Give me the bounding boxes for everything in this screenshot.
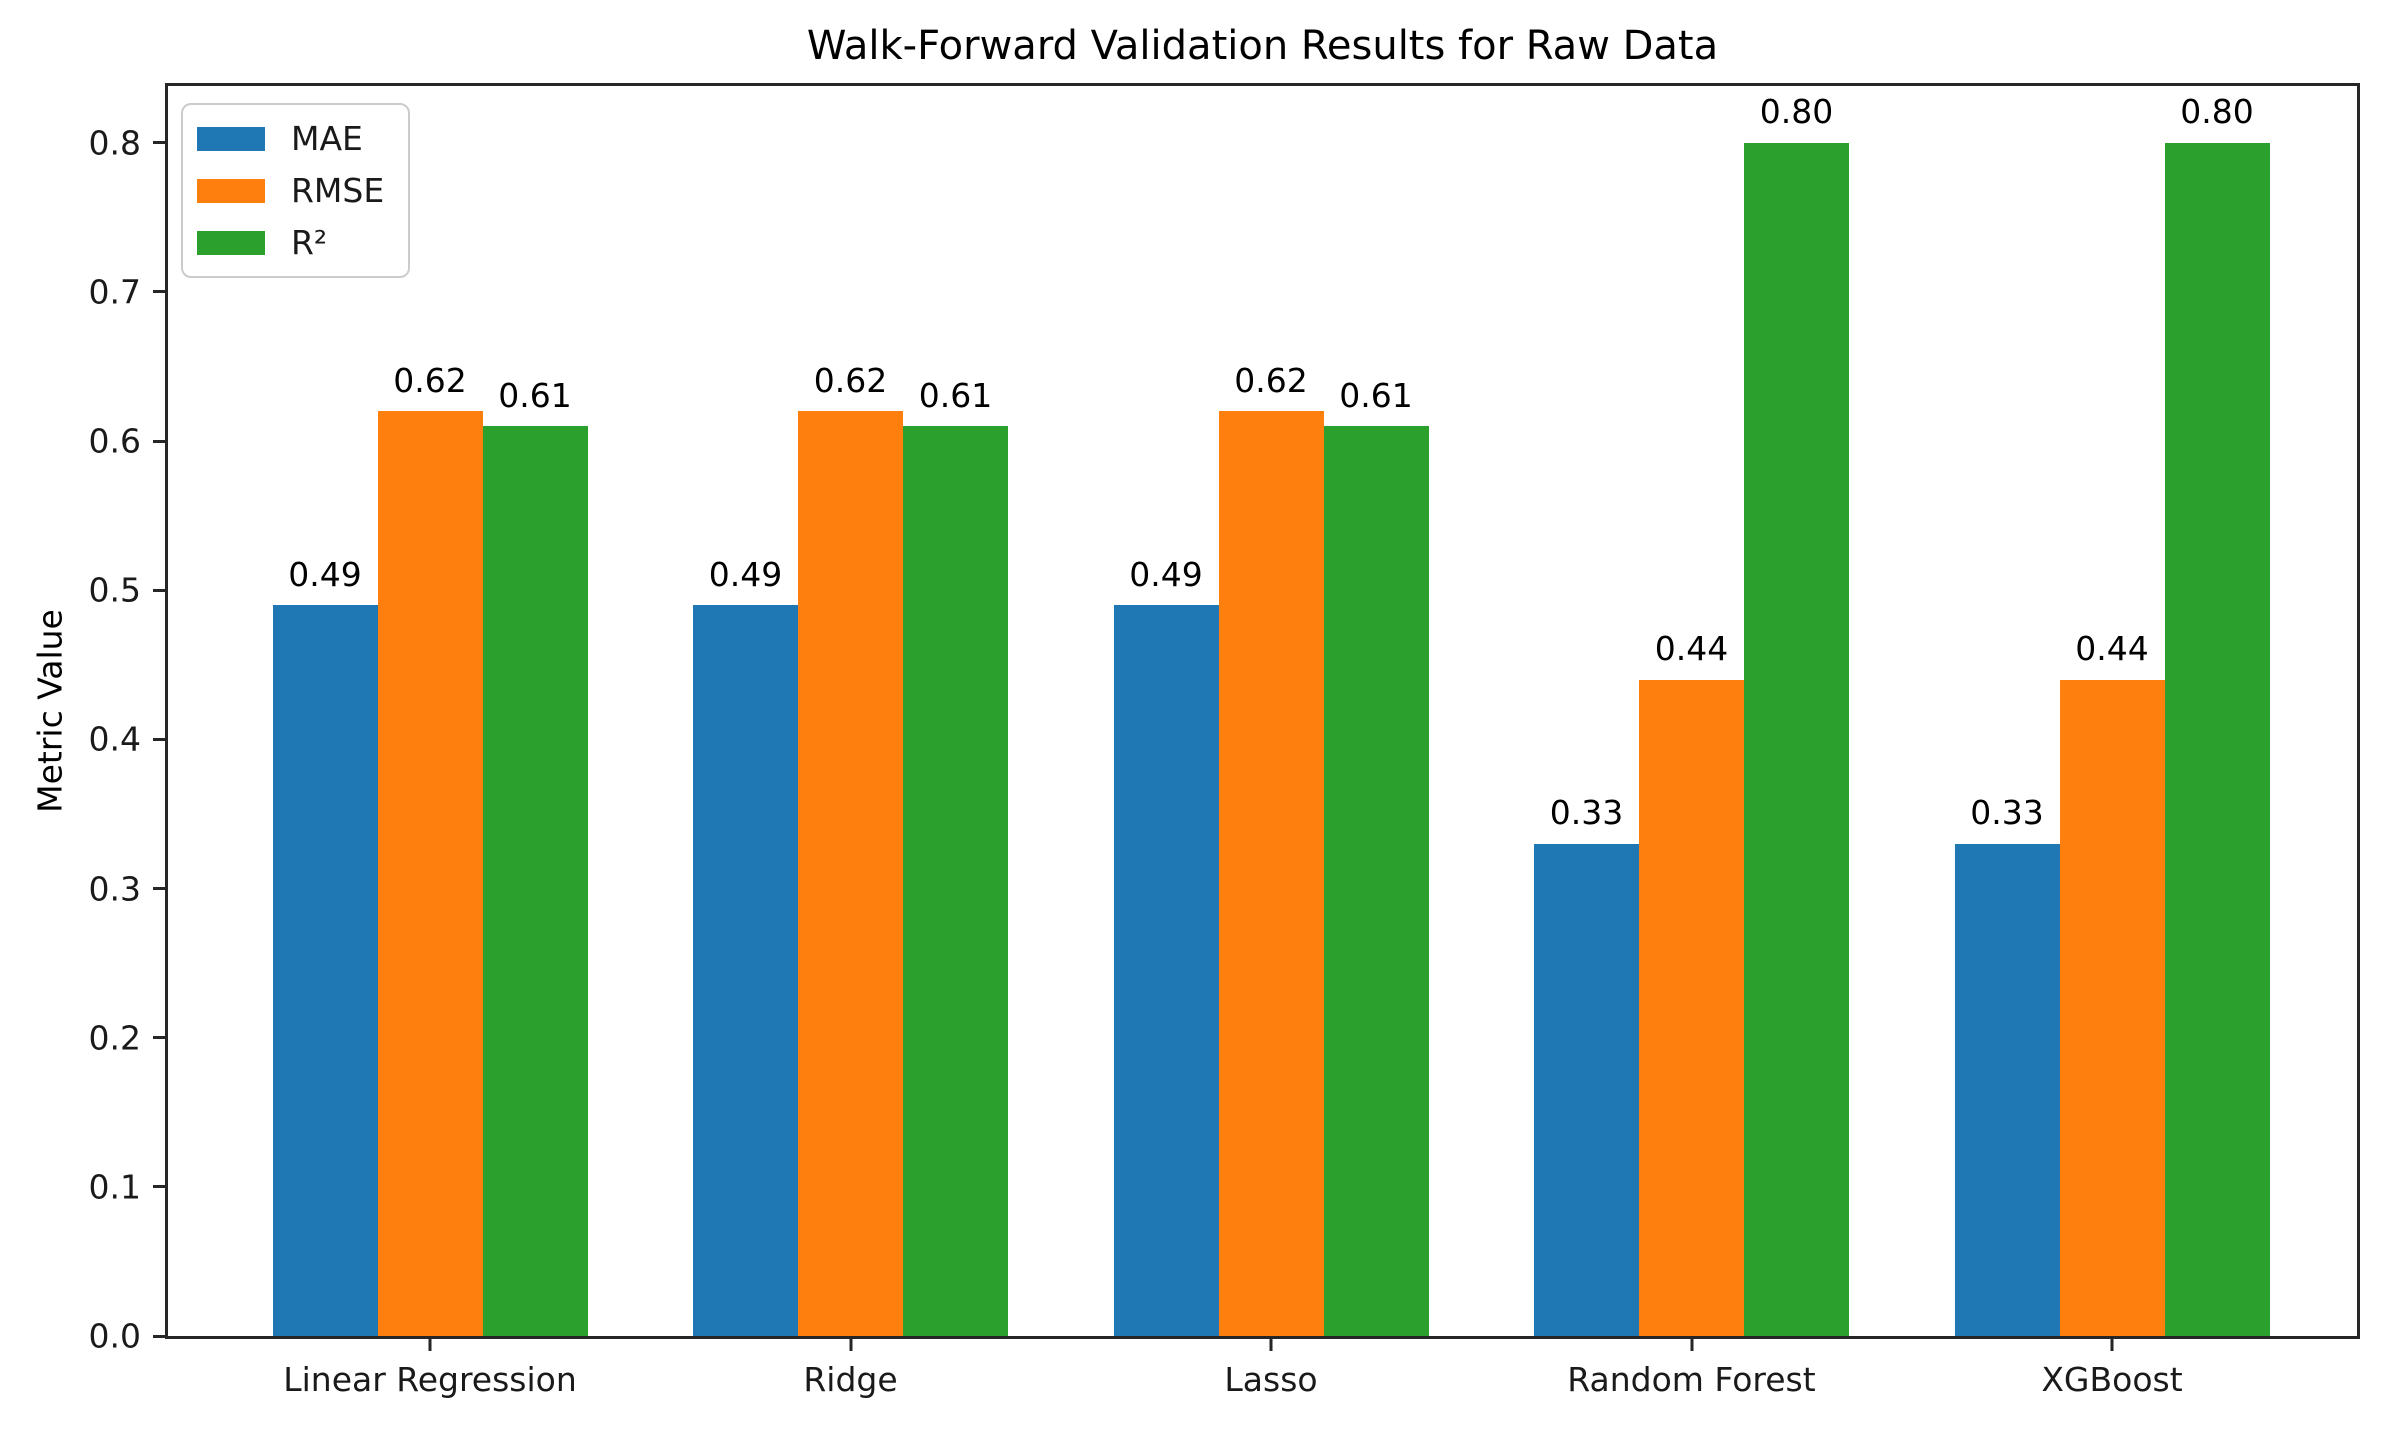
bar-RMSE-Lasso — [1218, 411, 1324, 1336]
bar-value-label: 0.49 — [288, 554, 362, 594]
y-tick-mark — [153, 439, 165, 443]
bar-value-label: 0.61 — [498, 375, 572, 415]
bar-RMSE-XGBoost — [2059, 679, 2165, 1336]
bar-MAE-XGBoost — [1954, 843, 2060, 1336]
y-tick-label: 0.2 — [88, 1018, 141, 1058]
y-tick-mark — [153, 1334, 165, 1338]
y-tick-label: 0.1 — [88, 1167, 141, 1207]
y-tick-label: 0.6 — [88, 421, 141, 461]
bar-value-label: 0.61 — [1339, 375, 1413, 415]
legend-row: R² — [197, 223, 384, 262]
x-tick-label: XGBoost — [2041, 1360, 2183, 1399]
bar-R²-Random Forest — [1744, 142, 1849, 1336]
legend-swatch-RMSE — [197, 178, 265, 203]
legend-row: RMSE — [197, 171, 384, 210]
bar-value-label: 0.33 — [1549, 793, 1624, 833]
x-tick-mark — [428, 1339, 432, 1351]
y-tick-label: 0.8 — [88, 123, 141, 163]
bar-R²-XGBoost — [2164, 142, 2270, 1336]
x-tick-label: Lasso — [1224, 1360, 1318, 1399]
y-tick-label: 0.3 — [88, 869, 141, 908]
bar-MAE-Lasso — [1113, 605, 1219, 1336]
legend-row: MAE — [197, 119, 384, 158]
bar-RMSE-Ridge — [798, 411, 903, 1336]
x-tick-label: Ridge — [803, 1360, 898, 1399]
bar-MAE-Random Forest — [1534, 843, 1639, 1336]
bar-value-label: 0.44 — [2075, 629, 2149, 669]
y-tick-mark — [153, 1185, 165, 1189]
bar-value-label: 0.62 — [393, 360, 467, 400]
y-tick-mark — [153, 887, 165, 890]
y-tick-mark — [153, 588, 165, 592]
bar-MAE-Linear Regression — [272, 605, 378, 1336]
bar-R²-Lasso — [1323, 426, 1429, 1336]
legend-label: R² — [291, 223, 328, 262]
bar-value-label: 0.33 — [1970, 793, 2044, 833]
chart-title: Walk-Forward Validation Results for Raw … — [806, 23, 1719, 69]
legend-label: MAE — [291, 119, 363, 158]
y-tick-label: 0.0 — [88, 1316, 141, 1356]
bar-value-label: 0.62 — [1234, 360, 1308, 400]
bar-value-label: 0.49 — [1129, 554, 1203, 594]
legend-swatch-MAE — [197, 126, 265, 151]
legend-label: RMSE — [291, 171, 385, 210]
y-tick-mark — [153, 737, 165, 741]
bar-value-label: 0.80 — [1759, 92, 1834, 132]
y-tick-label: 0.5 — [88, 570, 141, 610]
bar-MAE-Ridge — [693, 605, 798, 1336]
bar-value-label: 0.62 — [813, 360, 888, 400]
y-tick-label: 0.7 — [88, 272, 141, 312]
y-tick-mark — [153, 141, 165, 145]
x-tick-mark — [1690, 1339, 1693, 1351]
bar-value-label: 0.44 — [1654, 629, 1729, 669]
x-tick-mark — [2110, 1339, 2114, 1351]
legend-swatch-R² — [197, 230, 265, 255]
x-tick-mark — [1269, 1339, 1273, 1351]
x-tick-mark — [849, 1339, 852, 1351]
y-tick-label: 0.4 — [88, 719, 141, 759]
plot-area: MAE RMSE R² 0.0 0.1 0.2 0.3 0.4 0.5 0.6 0.7 0.8 Lin… — [89, 83, 2360, 1399]
y-tick-mark — [153, 290, 165, 294]
bar-RMSE-Linear Regression — [377, 411, 483, 1336]
x-tick-label: Random Forest — [1567, 1360, 1816, 1399]
y-tick-mark — [153, 1036, 165, 1040]
bar-R²-Ridge — [903, 426, 1008, 1336]
x-tick-label: Linear Regression — [283, 1360, 577, 1399]
bar-value-label: 0.80 — [2180, 92, 2254, 132]
bar-value-label: 0.49 — [708, 554, 783, 594]
legend: MAE RMSE R² — [181, 103, 411, 278]
y-axis-label: Metric Value — [30, 609, 70, 813]
bar-value-label: 0.61 — [918, 375, 993, 415]
bar-R²-Linear Regression — [482, 426, 588, 1336]
bar-RMSE-Random Forest — [1639, 679, 1744, 1336]
